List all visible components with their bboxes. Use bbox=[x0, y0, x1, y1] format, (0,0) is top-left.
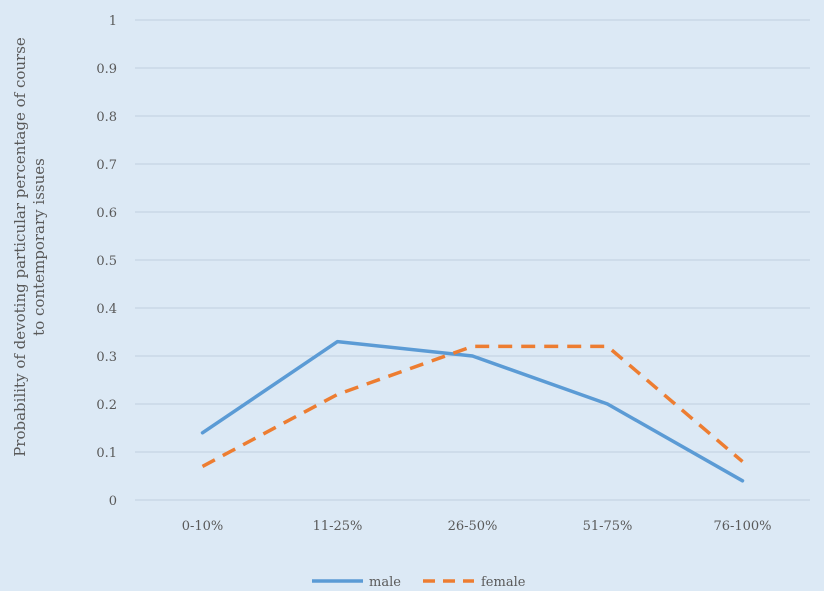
legend-female-label: female bbox=[481, 575, 526, 590]
y-tick-label: 0.2 bbox=[96, 398, 117, 413]
y-tick-label: 0.9 bbox=[96, 62, 117, 77]
y-tick-label: 0.8 bbox=[96, 110, 117, 125]
x-axis-ticks: 0-10% 11-25% 26-50% 51-75% 76-100% bbox=[182, 519, 772, 534]
y-tick-label: 0.4 bbox=[96, 302, 117, 317]
y-axis-label: Probability of devoting particular perce… bbox=[11, 37, 48, 457]
y-tick-label: 0.5 bbox=[96, 254, 117, 269]
x-tick-label: 26-50% bbox=[448, 519, 498, 534]
x-tick-label: 11-25% bbox=[313, 519, 363, 534]
y-tick-label: 0.3 bbox=[96, 350, 117, 365]
y-tick-label: 0.7 bbox=[96, 158, 117, 173]
y-tick-label: 0.6 bbox=[96, 206, 117, 221]
y-axis-label-line-1: Probability of devoting particular perce… bbox=[11, 37, 29, 457]
y-tick-label: 1 bbox=[109, 14, 117, 29]
y-tick-label: 0.1 bbox=[96, 446, 117, 461]
series-lines bbox=[200, 339, 745, 483]
series-female-line bbox=[201, 344, 744, 468]
y-axis-label-line-2: to contemporary issues bbox=[30, 158, 48, 336]
x-tick-label: 76-100% bbox=[713, 519, 771, 534]
y-tick-label: 0 bbox=[109, 494, 117, 509]
legend-male-label: male bbox=[369, 575, 401, 590]
y-axis-ticks: 0 0.1 0.2 0.3 0.4 0.5 0.6 0.7 0.8 0.9 1 bbox=[96, 14, 117, 509]
x-tick-label: 0-10% bbox=[182, 519, 224, 534]
x-tick-label: 51-75% bbox=[583, 519, 633, 534]
legend: male female bbox=[312, 575, 526, 590]
